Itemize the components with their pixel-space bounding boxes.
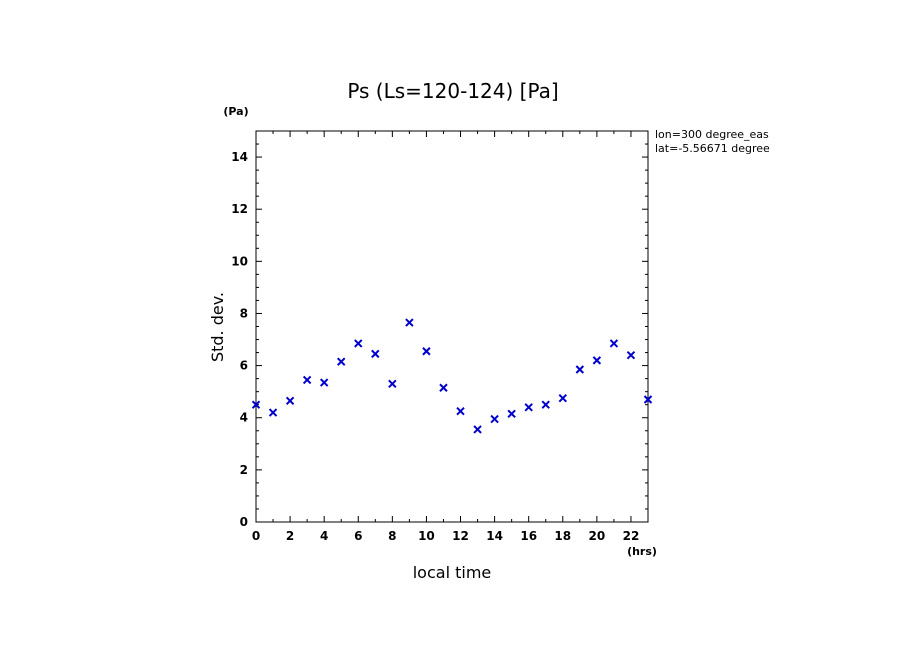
marker-stroke xyxy=(405,318,414,327)
data-point-marker xyxy=(268,408,278,417)
data-point-marker xyxy=(575,365,585,374)
data-point-marker xyxy=(319,378,329,387)
data-point-marker xyxy=(643,395,653,404)
marker-stroke xyxy=(337,357,346,366)
marker-stroke xyxy=(626,350,636,360)
data-point-marker xyxy=(337,357,346,366)
marker-stroke xyxy=(371,349,380,359)
y-tick-label: 10 xyxy=(231,254,248,268)
marker-stroke xyxy=(456,407,465,416)
data-point-marker xyxy=(490,414,499,424)
marker-stroke xyxy=(592,356,602,365)
marker-stroke xyxy=(388,379,397,389)
x-tick-label: 10 xyxy=(418,529,435,543)
data-point-marker xyxy=(405,318,414,327)
y-tick-label: 8 xyxy=(240,306,248,320)
data-point-marker xyxy=(558,393,567,403)
axis-tick-labels: 0 2 4 6 8 10 12 14 16 18 20 22 0 2 4 6 8 10 12 14 xyxy=(231,150,639,543)
data-point-marker xyxy=(473,425,482,434)
data-point-marker xyxy=(507,409,516,419)
data-point-marker xyxy=(626,350,636,360)
y-tick-label: 14 xyxy=(231,150,248,164)
marker-stroke xyxy=(285,396,295,405)
data-point-marker xyxy=(251,400,261,409)
marker-stroke xyxy=(354,339,363,348)
marker-stroke xyxy=(541,400,550,409)
x-tick-label: 20 xyxy=(589,529,606,543)
data-point-marker xyxy=(285,396,295,405)
x-tick-label: 6 xyxy=(354,529,362,543)
marker-stroke xyxy=(524,403,533,412)
marker-stroke xyxy=(473,425,482,434)
y-tick-label: 4 xyxy=(240,411,248,425)
x-tick-label: 16 xyxy=(520,529,537,543)
data-point-marker xyxy=(354,339,363,348)
lon-annotation: lon=300 degree_eas xyxy=(655,128,769,141)
data-point-marker xyxy=(371,349,380,359)
marker-stroke xyxy=(643,395,653,404)
data-point-marker xyxy=(609,339,619,348)
x-tick-label: 4 xyxy=(320,529,328,543)
data-point-marker xyxy=(456,407,465,416)
marker-stroke xyxy=(609,339,619,348)
x-tick-label: 14 xyxy=(486,529,503,543)
marker-stroke xyxy=(268,408,278,417)
marker-stroke xyxy=(251,400,261,409)
plot-frame xyxy=(255,130,649,523)
x-unit-label: (hrs) xyxy=(627,545,657,558)
marker-stroke xyxy=(439,383,448,392)
axis-ticks xyxy=(255,130,649,523)
x-tick-label: 22 xyxy=(623,529,640,543)
y-axis-label: Std. dev. xyxy=(208,292,227,362)
x-tick-label: 8 xyxy=(388,529,396,543)
data-point-marker xyxy=(422,347,431,356)
marker-stroke xyxy=(507,409,516,419)
data-points xyxy=(251,318,653,434)
marker-stroke xyxy=(422,347,431,356)
x-tick-label: 12 xyxy=(452,529,469,543)
lat-annotation: lat=-5.56671 degree xyxy=(655,142,770,155)
data-point-marker xyxy=(302,375,312,385)
marker-stroke xyxy=(575,365,585,374)
marker-stroke xyxy=(302,375,312,385)
y-unit-label: (Pa) xyxy=(223,105,248,118)
data-point-marker xyxy=(524,403,533,412)
y-tick-label: 0 xyxy=(240,515,248,529)
data-point-marker xyxy=(439,383,448,392)
y-tick-label: 2 xyxy=(240,463,248,477)
data-point-marker xyxy=(592,356,602,365)
marker-stroke xyxy=(490,414,499,424)
data-point-marker xyxy=(541,400,550,409)
x-tick-label: 18 xyxy=(554,529,571,543)
chart-title: Ps (Ls=120-124) [Pa] xyxy=(347,79,558,103)
y-tick-label: 6 xyxy=(240,359,248,373)
marker-stroke xyxy=(558,393,567,403)
x-tick-label: 2 xyxy=(286,529,294,543)
data-point-marker xyxy=(388,379,397,389)
x-axis-label: local time xyxy=(413,563,492,582)
marker-stroke xyxy=(319,378,329,387)
y-tick-label: 12 xyxy=(231,202,248,216)
x-tick-label: 0 xyxy=(252,529,260,543)
